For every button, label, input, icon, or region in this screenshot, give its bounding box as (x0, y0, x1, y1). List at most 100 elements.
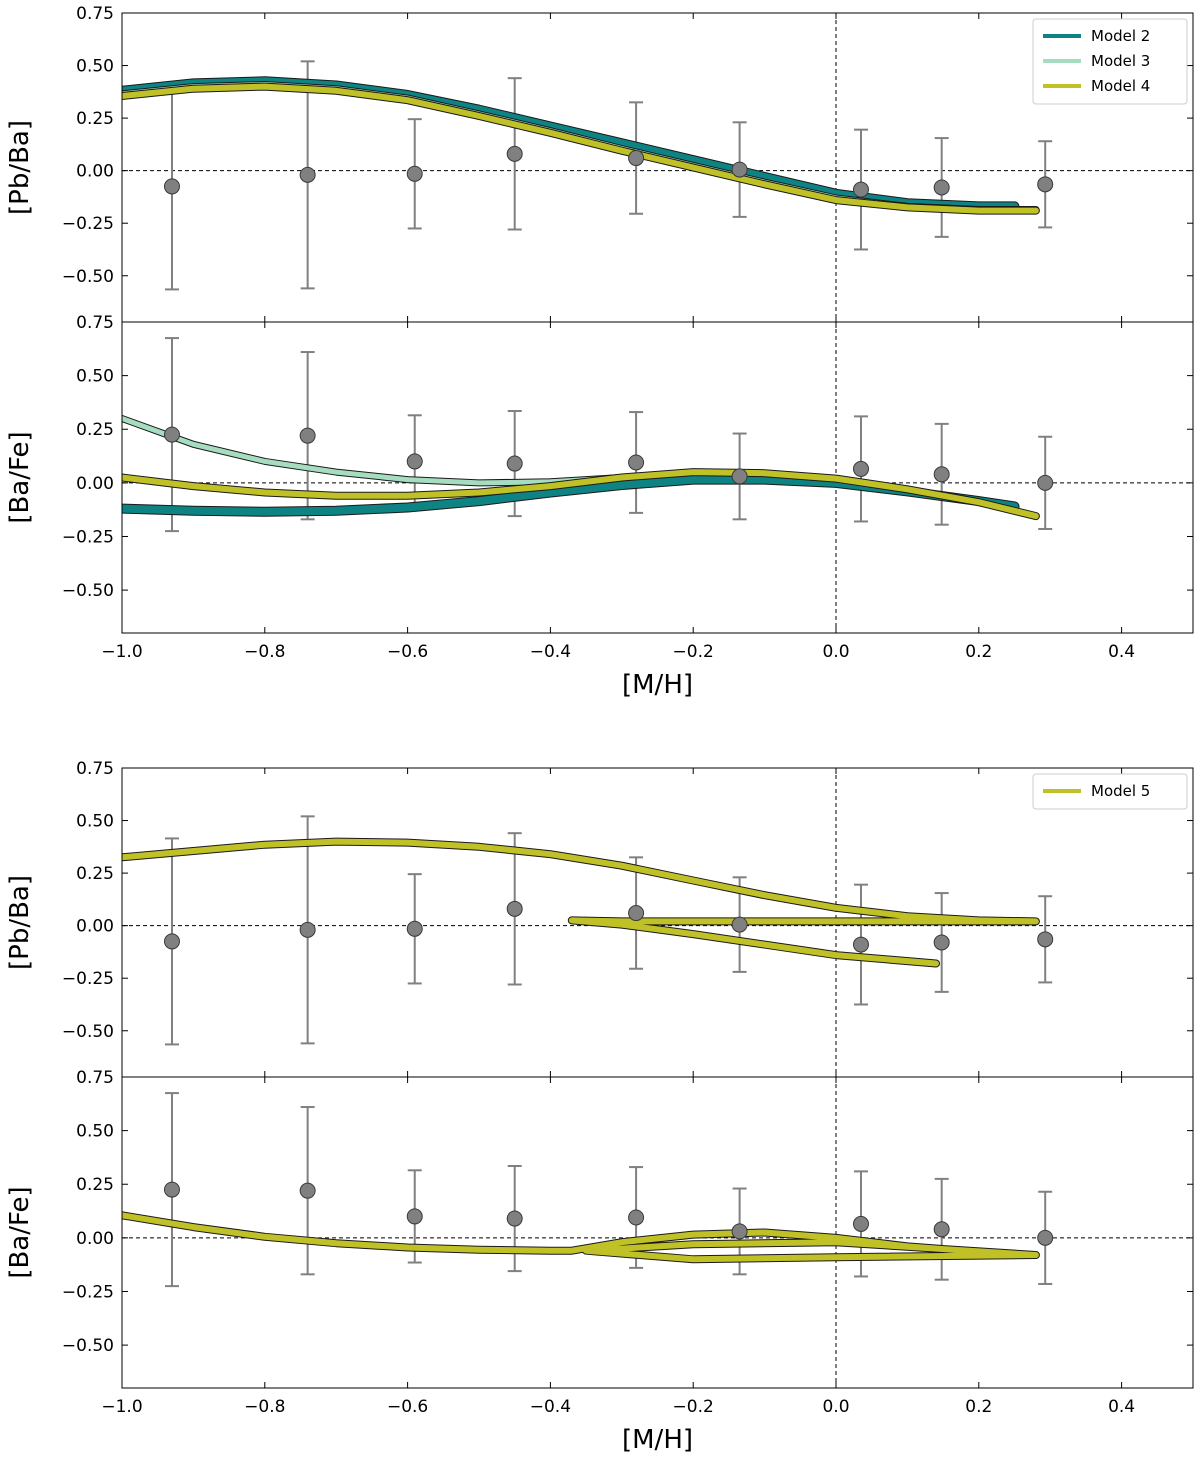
y-tick-label: −0.25 (62, 214, 114, 234)
x-tick-label: −0.2 (673, 1397, 714, 1417)
x-tick-label: −0.4 (530, 1397, 571, 1417)
series-group (122, 1211, 1040, 1264)
x-tick-label: −0.4 (530, 642, 571, 662)
y-tick-label: 0.25 (76, 864, 114, 884)
y-tick-label: 0.00 (76, 917, 114, 937)
y-tick-label: −0.50 (62, 267, 114, 287)
data-point (933, 179, 950, 196)
y-tick-label: 0.50 (76, 812, 114, 832)
data-point (406, 453, 423, 470)
series-outline (122, 81, 1040, 213)
series-outline (122, 82, 1040, 215)
x-tick-label: −1.0 (101, 642, 142, 662)
x-tick-label: −0.2 (673, 642, 714, 662)
x-tick-label: −0.8 (244, 1397, 285, 1417)
x-axis-label: [M/H] (622, 670, 693, 700)
x-tick-label: 0.4 (1108, 642, 1135, 662)
data-point (506, 455, 523, 472)
y-tick-label: −0.25 (62, 969, 114, 989)
y-tick-label: 0.75 (76, 759, 114, 779)
panel-2: 0.75 0.50 0.25 0.00 −0.25 −0.50 −1.0 −0.8 −0.6 −0… (5, 313, 1194, 700)
legend-frame (1032, 18, 1188, 105)
y-tick-label: −0.25 (62, 527, 114, 547)
y-tick-label: 0.00 (76, 474, 114, 494)
data-point (406, 165, 423, 182)
data-point (628, 905, 645, 922)
data-point (406, 1208, 423, 1225)
data-point (1037, 474, 1054, 491)
series-outline (122, 76, 1020, 212)
data-point (852, 181, 869, 198)
legend: Model 2 Model 3 Model 4 (1032, 18, 1188, 105)
series-line (122, 83, 1039, 214)
y-tick-label: 0.00 (76, 1229, 114, 1249)
data-point (731, 468, 748, 485)
data-point (506, 900, 523, 917)
x-tick-label: −0.8 (244, 642, 285, 662)
y-tick-label: 0.25 (76, 420, 114, 440)
axes-frame (121, 321, 1194, 634)
data-point (1037, 1229, 1054, 1246)
x-tick-label: −0.6 (387, 642, 428, 662)
data-point (933, 466, 950, 483)
y-tick-label: 0.50 (76, 367, 114, 387)
legend-label: Model 3 (1091, 52, 1150, 70)
x-tick-label: 0.0 (822, 642, 849, 662)
legend-frame (1032, 773, 1188, 810)
y-axis-label: [Ba/Fe] (5, 1186, 35, 1278)
data-point (506, 1210, 523, 1227)
data-point (731, 161, 748, 178)
series-group (122, 837, 1040, 968)
data-point (163, 1181, 180, 1198)
data-point (299, 1182, 316, 1199)
y-tick-label: 0.25 (76, 1175, 114, 1195)
y-axis-label: [Ba/Fe] (5, 431, 35, 523)
data-point (299, 427, 316, 444)
data-point (163, 426, 180, 443)
y-tick-label: −0.50 (62, 1336, 114, 1356)
data-point (852, 936, 869, 953)
legend-label: Model 5 (1091, 782, 1150, 800)
y-tick-label: −0.50 (62, 1022, 114, 1042)
x-tick-label: −1.0 (101, 1397, 142, 1417)
data-point (628, 454, 645, 471)
panel-1: 0.75 0.50 0.25 0.00 −0.25 −0.50 [Pb/Ba] Model 2… (5, 4, 1194, 323)
data-point (731, 1223, 748, 1240)
x-axis-label: [M/H] (622, 1425, 693, 1455)
series-line (122, 82, 1039, 212)
series-group (122, 415, 1040, 521)
x-tick-label: 0.4 (1108, 1397, 1135, 1417)
y-tick-label: −0.25 (62, 1282, 114, 1302)
data-point (731, 916, 748, 933)
data-point (299, 921, 316, 938)
data-point (628, 1209, 645, 1226)
series-group (122, 76, 1040, 215)
series-line (122, 77, 1019, 211)
y-tick-label: 0.75 (76, 1068, 114, 1088)
x-tick-label: 0.2 (965, 1397, 992, 1417)
y-tick-label: 0.75 (76, 4, 114, 24)
data-point (1037, 176, 1054, 193)
series-line (122, 838, 1039, 967)
data-point (506, 145, 523, 162)
data-point (1037, 931, 1054, 948)
legend: Model 5 (1032, 773, 1188, 810)
y-tick-label: 0.75 (76, 313, 114, 333)
data-point (628, 150, 645, 167)
legend-label: Model 4 (1091, 77, 1150, 95)
y-axis-label: [Pb/Ba] (5, 120, 35, 215)
x-tick-label: 0.0 (822, 1397, 849, 1417)
data-point (933, 1221, 950, 1238)
y-tick-label: 0.25 (76, 109, 114, 129)
x-tick-label: −0.6 (387, 1397, 428, 1417)
data-point (852, 460, 869, 477)
panel-3: 0.75 0.50 0.25 0.00 −0.25 −0.50 [Pb/Ba] Model 5 (5, 759, 1194, 1078)
axes-frame (121, 12, 1194, 323)
x-tick-label: 0.2 (965, 642, 992, 662)
series-line (122, 469, 1039, 520)
legend-label: Model 2 (1091, 27, 1150, 45)
y-tick-label: 0.50 (76, 1122, 114, 1142)
data-point (406, 920, 423, 937)
data-point (933, 934, 950, 951)
